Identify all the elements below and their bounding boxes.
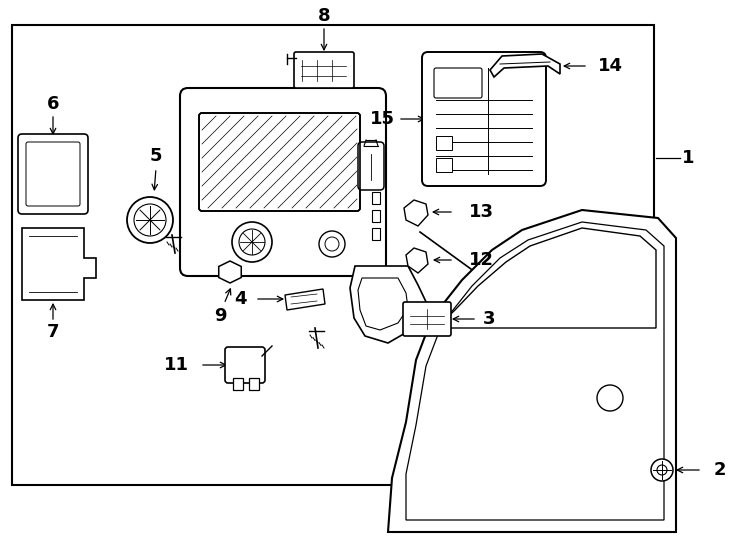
Text: 1: 1 [682, 149, 694, 167]
Text: 7: 7 [47, 323, 59, 341]
Circle shape [232, 222, 272, 262]
Bar [249, 378, 259, 390]
Polygon shape [490, 54, 560, 77]
Text: 6: 6 [47, 95, 59, 113]
Bar [372, 192, 380, 204]
Text: 2: 2 [714, 461, 727, 479]
Bar [436, 136, 452, 150]
Circle shape [127, 197, 173, 243]
Text: 12: 12 [469, 251, 494, 269]
Polygon shape [219, 261, 241, 283]
FancyBboxPatch shape [180, 88, 386, 276]
Circle shape [597, 385, 623, 411]
Text: 10: 10 [303, 155, 329, 173]
FancyBboxPatch shape [358, 142, 384, 190]
Bar [233, 378, 243, 390]
Polygon shape [285, 289, 325, 310]
Bar [436, 158, 452, 172]
Bar [372, 210, 380, 222]
Text: 13: 13 [469, 203, 494, 221]
Polygon shape [404, 200, 428, 226]
Polygon shape [22, 228, 96, 300]
Text: 3: 3 [483, 310, 495, 328]
Text: 14: 14 [598, 57, 623, 75]
Circle shape [651, 459, 673, 481]
Text: 8: 8 [318, 7, 330, 25]
FancyBboxPatch shape [422, 52, 546, 186]
Circle shape [319, 231, 345, 257]
Polygon shape [406, 248, 428, 273]
Text: 4: 4 [233, 290, 246, 308]
FancyBboxPatch shape [18, 134, 88, 214]
Bar [12, 25, 654, 485]
Circle shape [239, 229, 265, 255]
FancyBboxPatch shape [403, 302, 451, 336]
Polygon shape [388, 210, 676, 532]
FancyBboxPatch shape [199, 113, 360, 211]
Bar [372, 228, 380, 240]
Circle shape [134, 204, 166, 236]
FancyBboxPatch shape [225, 347, 265, 383]
FancyBboxPatch shape [434, 68, 482, 98]
Circle shape [657, 465, 667, 475]
FancyBboxPatch shape [294, 52, 354, 88]
Text: 9: 9 [214, 307, 226, 325]
Text: 5: 5 [150, 147, 162, 165]
Circle shape [325, 237, 339, 251]
Polygon shape [350, 266, 428, 343]
Text: 15: 15 [369, 110, 394, 128]
Text: 11: 11 [164, 356, 189, 374]
